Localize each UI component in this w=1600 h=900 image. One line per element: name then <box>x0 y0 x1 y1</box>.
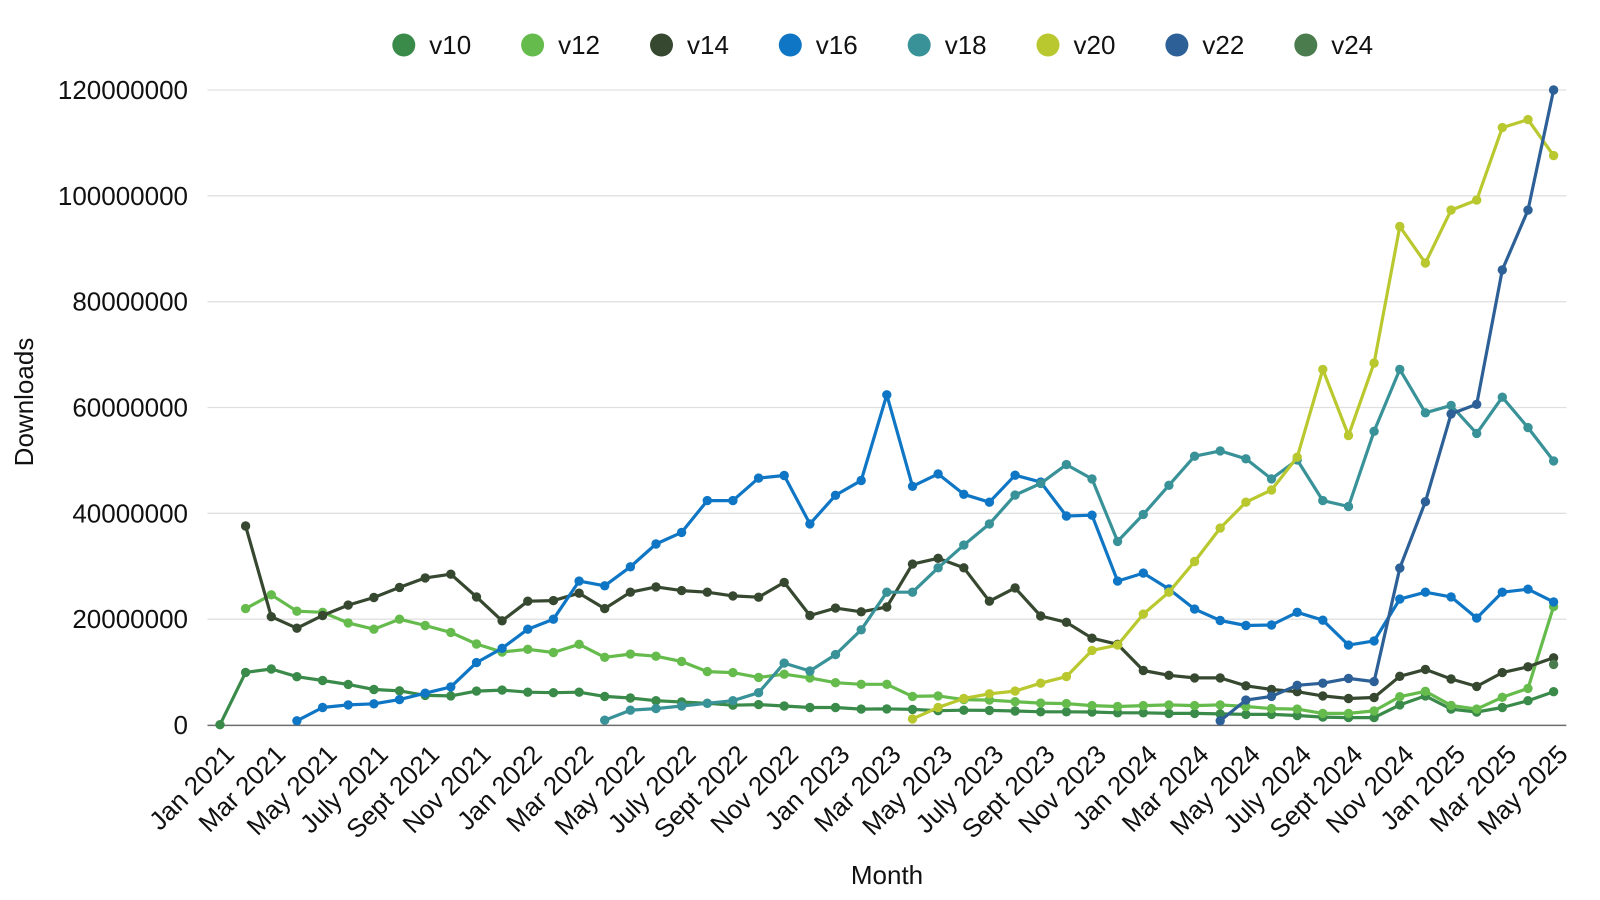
svg-text:v14: v14 <box>687 30 729 60</box>
svg-text:20000000: 20000000 <box>72 604 188 634</box>
svg-text:v10: v10 <box>429 30 471 60</box>
svg-text:40000000: 40000000 <box>72 498 188 528</box>
svg-text:v22: v22 <box>1202 30 1244 60</box>
svg-text:v24: v24 <box>1331 30 1373 60</box>
svg-text:Downloads: Downloads <box>9 338 39 467</box>
svg-text:0: 0 <box>174 710 188 740</box>
svg-text:60000000: 60000000 <box>72 393 188 423</box>
svg-text:v12: v12 <box>558 30 600 60</box>
svg-text:Month: Month <box>851 860 923 890</box>
svg-text:v18: v18 <box>945 30 987 60</box>
svg-text:120000000: 120000000 <box>58 75 188 105</box>
svg-text:v20: v20 <box>1074 30 1116 60</box>
svg-text:v16: v16 <box>816 30 858 60</box>
svg-text:80000000: 80000000 <box>72 287 188 317</box>
svg-text:100000000: 100000000 <box>58 181 188 211</box>
